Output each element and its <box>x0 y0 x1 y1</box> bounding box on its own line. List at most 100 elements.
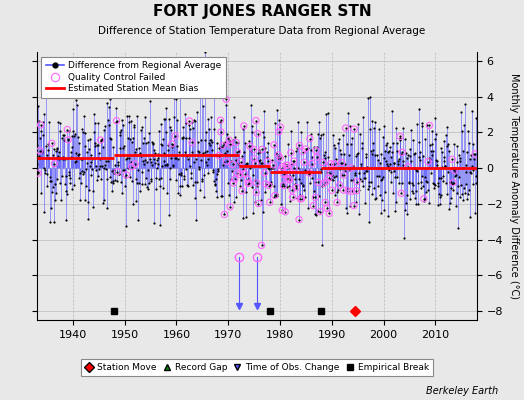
Point <box>191 118 200 125</box>
Point <box>408 188 416 194</box>
Point <box>187 170 195 176</box>
Point <box>54 153 62 160</box>
Point <box>266 199 274 206</box>
Point <box>374 165 382 171</box>
Point <box>420 196 428 202</box>
Point <box>41 142 50 149</box>
Point <box>458 191 466 197</box>
Point <box>267 181 275 188</box>
Point <box>225 137 233 143</box>
Point <box>244 176 252 182</box>
Point <box>279 180 287 187</box>
Point <box>371 196 379 202</box>
Point <box>249 146 258 153</box>
Point <box>75 197 84 204</box>
Point <box>72 158 81 164</box>
Point <box>370 152 379 159</box>
Point <box>462 162 470 168</box>
Point <box>466 152 475 158</box>
Point <box>403 164 412 170</box>
Point <box>283 175 291 181</box>
Point <box>115 171 123 178</box>
Point <box>308 154 316 160</box>
Point <box>310 188 319 194</box>
Point <box>136 150 144 156</box>
Point <box>355 187 364 194</box>
Point <box>343 185 352 192</box>
Point <box>47 205 55 211</box>
Point <box>46 219 54 225</box>
Point <box>121 183 129 189</box>
Point <box>252 117 260 124</box>
Point <box>170 114 179 120</box>
Point <box>154 155 162 161</box>
Point <box>90 129 99 135</box>
Point <box>332 172 340 179</box>
Point <box>274 152 282 158</box>
Point <box>137 169 146 175</box>
Point <box>255 147 264 153</box>
Point <box>431 114 440 121</box>
Point <box>431 182 439 188</box>
Point <box>347 141 355 147</box>
Point <box>97 138 105 144</box>
Point <box>347 177 355 184</box>
Point <box>459 165 467 172</box>
Point <box>351 170 359 176</box>
Point <box>128 177 137 184</box>
Point <box>384 149 392 156</box>
Point <box>278 207 287 214</box>
Point <box>287 150 295 156</box>
Point <box>46 174 54 181</box>
Point <box>70 182 78 188</box>
Point <box>326 161 335 167</box>
Point <box>235 161 244 167</box>
Point <box>43 152 52 158</box>
Point <box>94 173 103 179</box>
Point <box>78 126 86 132</box>
Point <box>85 146 93 152</box>
Point <box>260 170 269 176</box>
Point <box>316 169 325 176</box>
Point <box>252 117 260 124</box>
Point <box>446 179 454 186</box>
Point <box>283 162 291 168</box>
Point <box>274 155 282 161</box>
Point <box>462 169 471 175</box>
Point <box>311 194 320 200</box>
Point <box>227 176 235 182</box>
Point <box>384 212 392 219</box>
Point <box>233 170 241 176</box>
Point <box>296 142 304 149</box>
Point <box>118 117 126 123</box>
Point <box>271 193 280 200</box>
Point <box>103 176 112 182</box>
Point <box>94 142 102 148</box>
Point <box>233 170 241 176</box>
Point <box>140 160 148 167</box>
Point <box>312 154 321 160</box>
Point <box>72 97 80 103</box>
Point <box>458 147 467 154</box>
Point <box>379 173 387 180</box>
Point <box>127 118 135 124</box>
Point <box>331 191 339 198</box>
Point <box>300 159 309 166</box>
Point <box>357 164 365 170</box>
Point <box>346 123 354 129</box>
Point <box>341 168 350 174</box>
Point <box>445 206 453 212</box>
Point <box>391 199 400 206</box>
Point <box>428 141 436 147</box>
Point <box>197 157 205 163</box>
Point <box>363 164 372 170</box>
Point <box>350 126 358 132</box>
Text: Difference of Station Temperature Data from Regional Average: Difference of Station Temperature Data f… <box>99 26 425 36</box>
Point <box>83 137 92 144</box>
Point <box>116 144 124 151</box>
Point <box>451 168 460 175</box>
Point <box>144 167 152 174</box>
Point <box>205 140 213 146</box>
Point <box>246 102 255 108</box>
Point <box>433 202 442 209</box>
